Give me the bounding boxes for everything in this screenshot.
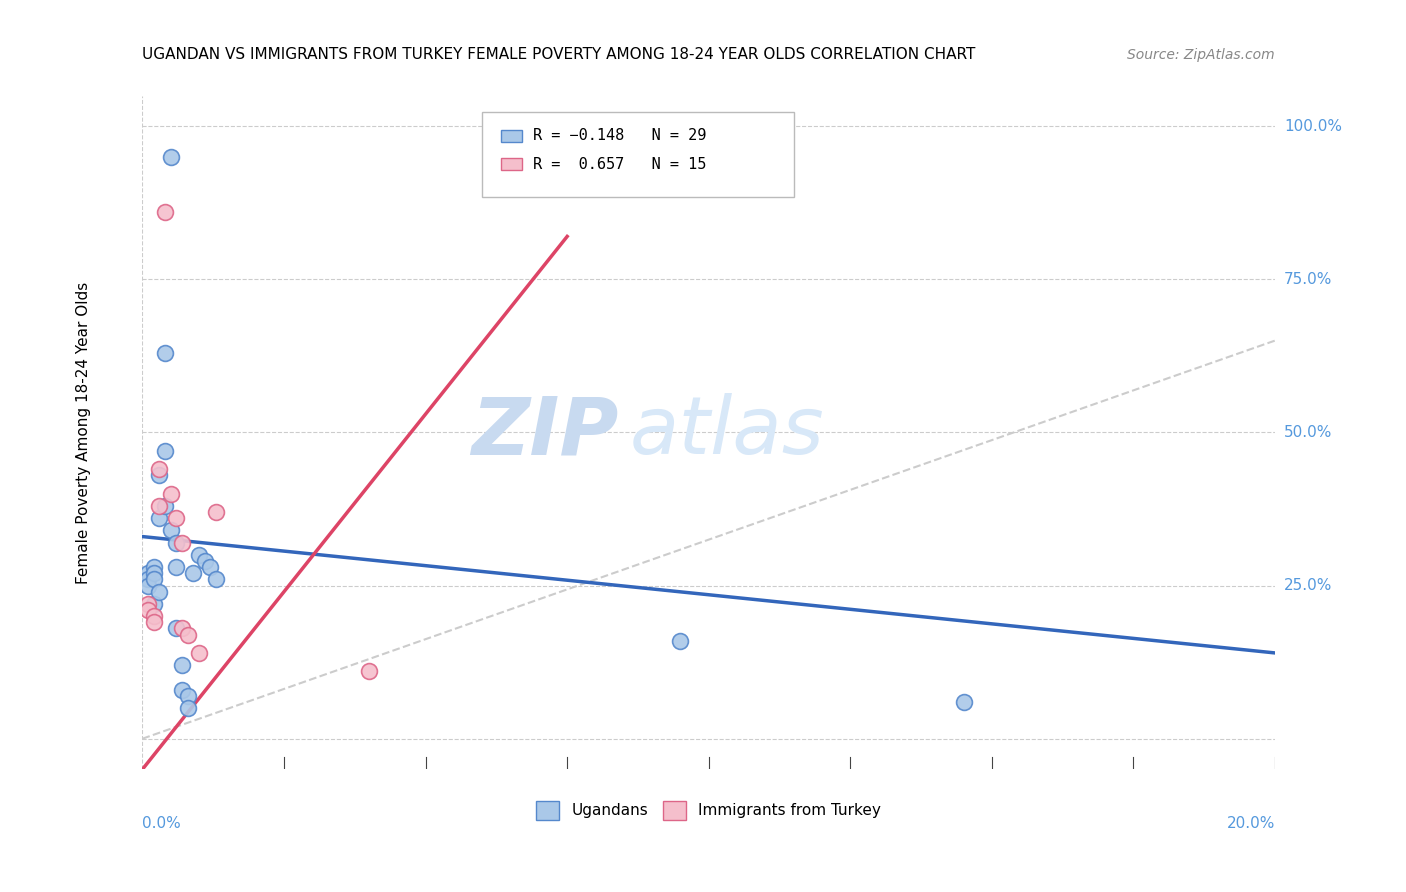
Point [170,658,193,673]
Point [148,584,170,599]
Point [153,499,176,513]
Point [188,646,211,660]
Point [170,622,193,636]
Text: R = −0.148   N = 29: R = −0.148 N = 29 [533,128,707,144]
Point [159,486,181,500]
Point [153,346,176,360]
Point [205,505,228,519]
Point [136,603,159,617]
Point [177,689,200,703]
Point [205,573,228,587]
FancyBboxPatch shape [482,112,794,196]
Point [188,548,211,562]
Text: UGANDAN VS IMMIGRANTS FROM TURKEY FEMALE POVERTY AMONG 18-24 YEAR OLDS CORRELATI: UGANDAN VS IMMIGRANTS FROM TURKEY FEMALE… [142,47,976,62]
Point [148,468,170,483]
Text: 50.0%: 50.0% [1284,425,1333,440]
Point [183,566,205,581]
Point [142,560,165,574]
Point [136,566,159,581]
Point [142,566,165,581]
Text: 20.0%: 20.0% [1226,816,1275,831]
Point [165,622,187,636]
Text: atlas: atlas [630,393,824,472]
Point [177,627,200,641]
Point [165,535,187,549]
Point [170,682,193,697]
Point [159,150,181,164]
Point [165,511,187,525]
Point [159,524,181,538]
Point [142,573,165,587]
Text: Female Poverty Among 18-24 Year Olds: Female Poverty Among 18-24 Year Olds [76,281,91,583]
Point [357,665,380,679]
Point [194,554,217,568]
Point [177,701,200,715]
Bar [502,158,522,170]
Point [153,443,176,458]
Point [952,695,974,709]
Text: R =  0.657   N = 15: R = 0.657 N = 15 [533,157,707,172]
Text: 0.0%: 0.0% [142,816,181,831]
Point [148,511,170,525]
Point [148,499,170,513]
Text: ZIP: ZIP [471,393,619,472]
Point [165,560,187,574]
Point [142,597,165,611]
Point [153,205,176,219]
Bar [502,130,522,142]
Text: 75.0%: 75.0% [1284,272,1333,287]
Point [200,560,222,574]
Point [136,597,159,611]
Point [669,633,692,648]
Point [148,462,170,476]
Point [170,535,193,549]
Point [142,609,165,624]
Point [142,615,165,630]
Text: 100.0%: 100.0% [1284,119,1343,134]
Point [136,573,159,587]
Point [136,578,159,592]
Text: Source: ZipAtlas.com: Source: ZipAtlas.com [1128,48,1275,62]
Text: 25.0%: 25.0% [1284,578,1333,593]
Legend: Ugandans, Immigrants from Turkey: Ugandans, Immigrants from Turkey [530,795,887,826]
